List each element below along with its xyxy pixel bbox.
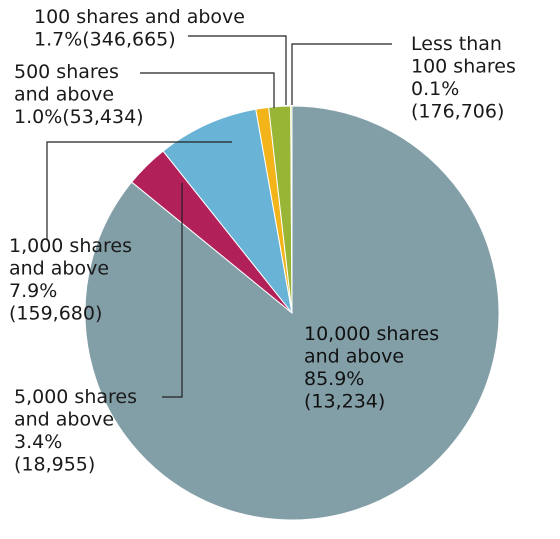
slice-label-line: 85.9%: [304, 368, 364, 390]
slice-label-line: 500 shares: [14, 61, 119, 83]
slice-label-line: and above: [304, 346, 404, 368]
slice-label-2: 5,000 shares and above 3.4% (18,955): [14, 386, 137, 476]
pie-slices: [84, 105, 500, 521]
slice-label-line: 1.0%(53,434): [14, 106, 144, 128]
slice-label-line: 3.4%: [14, 431, 62, 453]
slice-label-1: 10,000 shares and above 85.9% (13,234): [304, 323, 439, 413]
leader-lines: [46, 35, 392, 398]
leader-line-6: [291, 43, 392, 105]
slice-labels: 10,000 shares and above 85.9% (13,234)5,000…: [9, 6, 516, 476]
slice-label-line: 1.7%(346,665): [34, 29, 176, 51]
slice-label-line: 0.1%: [411, 78, 459, 100]
slice-label-line: (159,680): [9, 303, 102, 325]
slice-label-line: 7.9%: [9, 280, 57, 302]
slice-label-3: 1,000 shares and above 7.9% (159,680): [9, 235, 132, 325]
slice-label-line: 1,000 shares: [9, 235, 132, 257]
slice-label-line: (13,234): [304, 391, 385, 413]
slice-label-5: 100 shares and above 1.7%(346,665): [34, 6, 245, 51]
slice-label-6: Less than 100 shares 0.1% (176,706): [411, 33, 516, 123]
slice-label-line: and above: [14, 84, 114, 106]
slice-label-line: 100 shares: [411, 56, 516, 78]
pie-slice-3: [162, 108, 293, 314]
pie-slice-6: [290, 105, 293, 314]
leader-line-5: [188, 35, 287, 105]
leader-line-4: [140, 72, 275, 108]
slice-label-line: 10,000 shares: [304, 323, 439, 345]
slice-label-line: 5,000 shares: [14, 386, 137, 408]
slice-label-line: 100 shares and above: [34, 6, 245, 28]
slice-label-line: and above: [14, 409, 114, 431]
slice-label-line: Less than: [411, 33, 502, 55]
slice-label-line: and above: [9, 258, 109, 280]
slice-label-line: (176,706): [411, 101, 504, 123]
leader-line-3: [46, 141, 232, 240]
slice-label-line: (18,955): [14, 454, 95, 476]
leader-line-2: [162, 183, 183, 398]
slice-label-4: 500 shares and above 1.0%(53,434): [14, 61, 144, 128]
